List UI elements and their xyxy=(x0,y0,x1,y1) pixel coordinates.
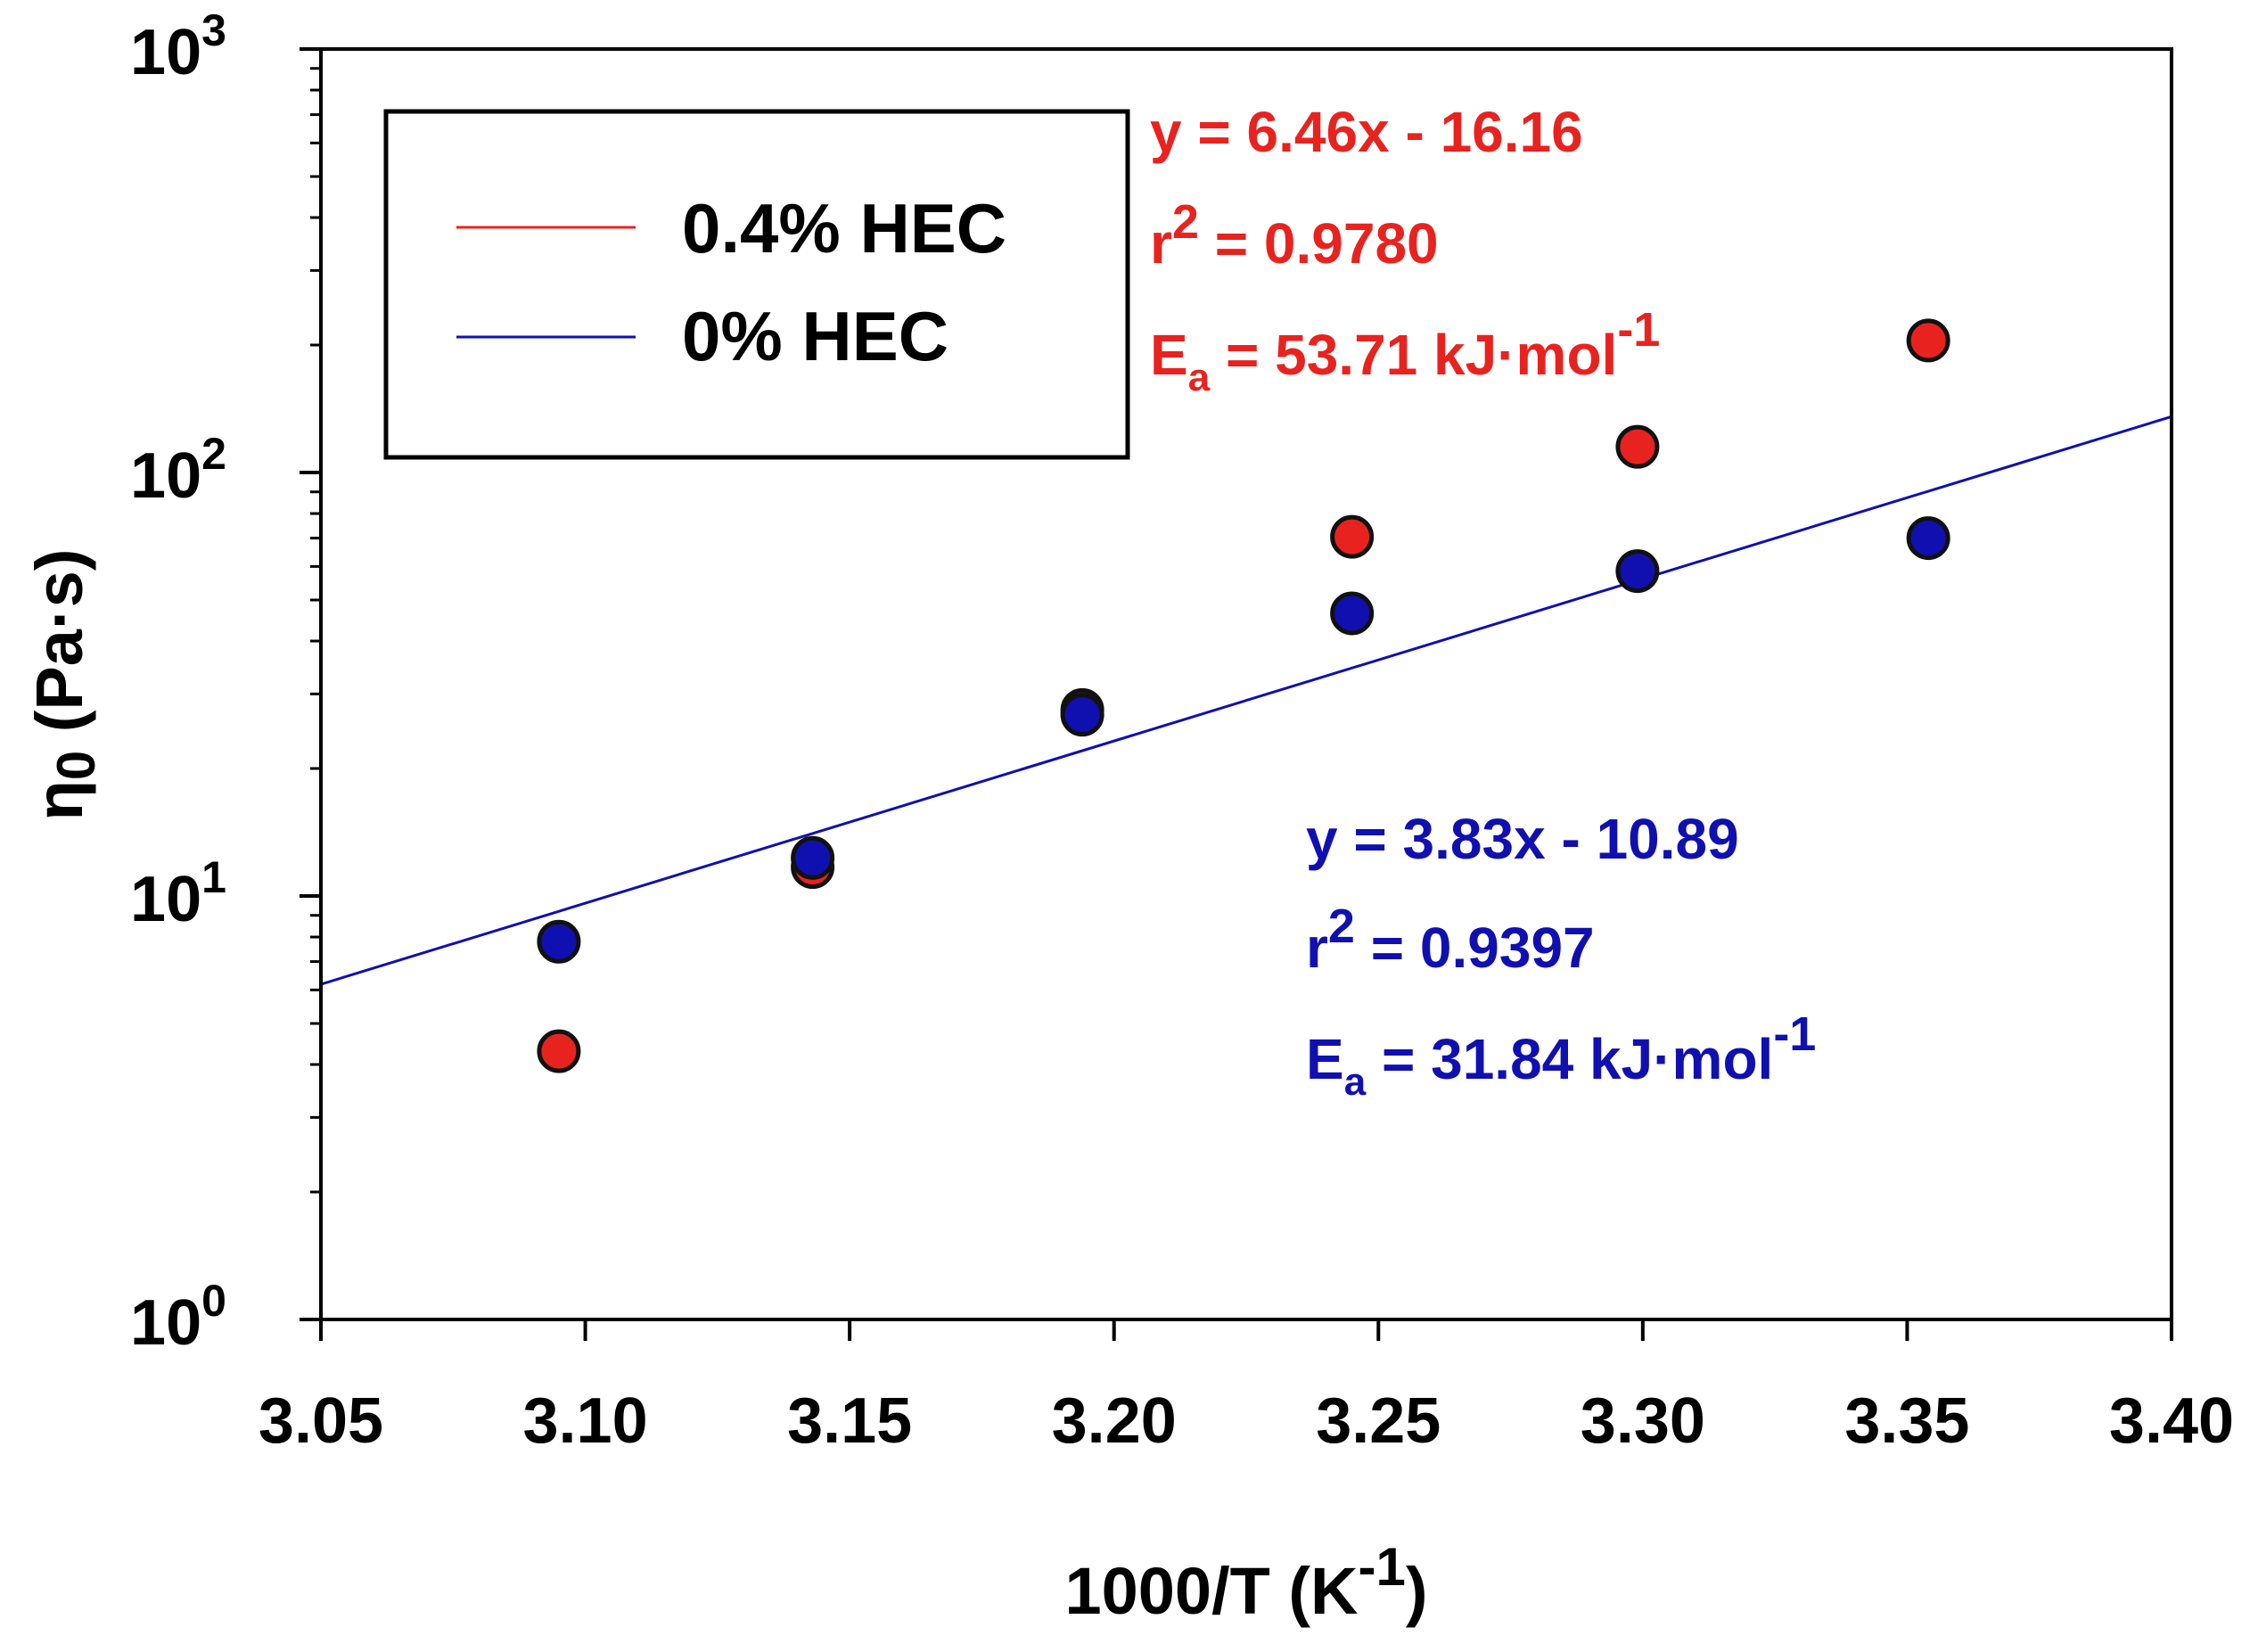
y-tick-label: 102 xyxy=(130,429,226,512)
y-axis-ticks: 100 101 102 103 xyxy=(130,5,321,1359)
y-tick-label: 100 xyxy=(130,1276,226,1359)
annotation-0.4-hec: y = 6.46x - 16.16 r2 = 0.9780 Ea = 53.71… xyxy=(1150,100,1660,399)
x-axis-label: 1000/T (K-1) xyxy=(1064,1537,1427,1628)
data-point xyxy=(791,835,835,880)
ea-0.4-hec: Ea = 53.71 kJ·mol-1 xyxy=(1150,303,1660,399)
x-axis-label-superscript: -1 xyxy=(1359,1537,1406,1597)
y-axis-label-subscript: 0 xyxy=(46,751,106,780)
data-point xyxy=(1330,591,1375,636)
data-point xyxy=(1906,318,1950,363)
x-tick-label: 3.20 xyxy=(1052,1385,1177,1457)
data-point xyxy=(1060,693,1104,737)
x-tick-label: 3.05 xyxy=(259,1385,383,1457)
x-tick-label: 3.30 xyxy=(1581,1385,1705,1457)
r2-0-hec: r2 = 0.9397 xyxy=(1306,900,1595,980)
data-point xyxy=(537,1029,581,1073)
y-axis-label-unit: (Pa·s) xyxy=(22,549,96,751)
fit-lines xyxy=(320,415,2172,986)
legend-label-0.4-hec: 0.4% HEC xyxy=(682,189,1006,267)
y-axis-label-symbol: η xyxy=(22,780,96,820)
data-point xyxy=(1615,549,1660,594)
ea-0-hec: Ea = 31.84 kJ·mol-1 xyxy=(1306,1007,1816,1104)
data-point xyxy=(1906,516,1950,561)
r2-0.4-hec: r2 = 0.9780 xyxy=(1150,195,1439,275)
data-point xyxy=(537,919,581,964)
data-point xyxy=(1330,514,1375,559)
plot-frame xyxy=(319,47,2173,1321)
x-axis-label-tail: ) xyxy=(1406,1554,1428,1628)
equation-0-hec: y = 3.83x - 10.89 xyxy=(1306,807,1739,871)
legend-box xyxy=(383,109,1130,460)
fit-line xyxy=(320,415,2172,986)
x-axis-label-main: 1000/T (K xyxy=(1064,1554,1358,1628)
legend: 0.4% HEC 0% HEC xyxy=(383,109,1130,460)
equation-0.4-hec: y = 6.46x - 16.16 xyxy=(1150,100,1583,164)
x-tick-label: 3.15 xyxy=(787,1385,912,1457)
annotation-0-hec: y = 3.83x - 10.89 r2 = 0.9397 Ea = 31.84… xyxy=(1306,807,1816,1104)
y-tick-label: 101 xyxy=(130,852,226,935)
data-points xyxy=(537,318,1950,1073)
data-point xyxy=(1615,424,1660,469)
x-tick-label: 3.40 xyxy=(2109,1385,2234,1457)
legend-label-0-hec: 0% HEC xyxy=(682,297,948,375)
y-axis-label: η0 (Pa·s) xyxy=(22,549,106,821)
x-tick-label: 3.35 xyxy=(1844,1385,1969,1457)
x-tick-label: 3.10 xyxy=(523,1385,648,1457)
x-axis-ticks: 3.05 3.10 3.15 3.20 3.25 3.30 3.35 3.40 xyxy=(259,1319,2234,1457)
y-tick-label: 103 xyxy=(130,5,226,88)
x-tick-label: 3.25 xyxy=(1316,1385,1441,1457)
